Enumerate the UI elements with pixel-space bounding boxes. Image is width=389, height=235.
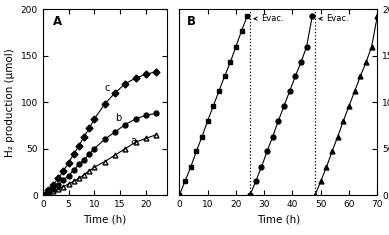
Text: a: a (130, 136, 137, 146)
Text: B: B (187, 15, 196, 28)
Text: Evac.: Evac. (319, 14, 349, 23)
Text: c: c (105, 83, 110, 93)
Y-axis label: H₂ production (μmol): H₂ production (μmol) (5, 48, 15, 157)
Text: Evac.: Evac. (254, 14, 284, 23)
X-axis label: Time (h): Time (h) (257, 215, 300, 224)
Text: A: A (53, 15, 62, 28)
X-axis label: Time (h): Time (h) (83, 215, 126, 224)
Text: b: b (115, 113, 121, 123)
